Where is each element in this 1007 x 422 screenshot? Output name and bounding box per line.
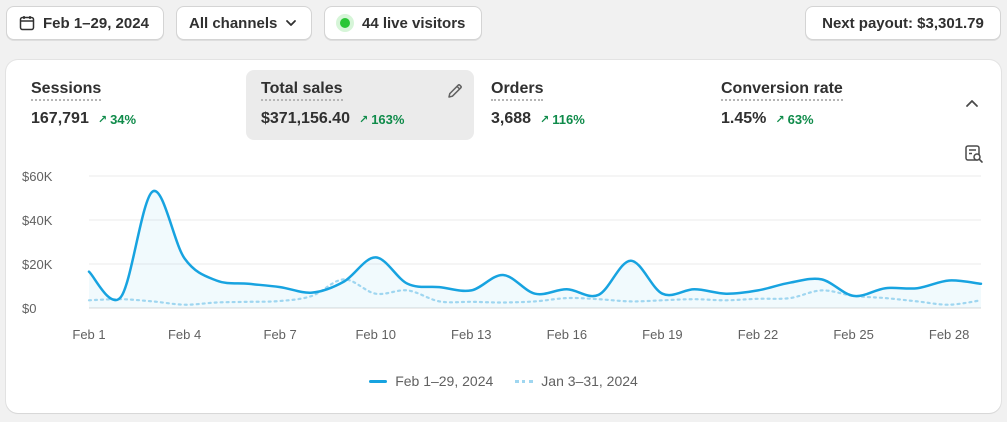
x-tick-label: Feb 28 [929,327,969,342]
legend-swatch-dotted [515,379,534,383]
calendar-icon [19,16,35,31]
metric-title: Conversion rate [721,80,843,101]
y-tick-label: $40K [22,213,53,228]
trend-up-icon: ↗ [97,114,108,126]
metric-change: ↗ 163% [359,112,404,127]
next-payout-button[interactable]: Next payout: $3,301.79 [805,6,1001,40]
live-dot-icon [340,18,350,28]
metric-value: 1.45% [721,110,767,127]
legend-swatch-solid [369,379,388,383]
metric-orders[interactable]: Orders 3,688 ↗ 116% [476,70,704,140]
metric-change: ↗ 116% [540,112,585,127]
y-tick-label: $20K [22,257,53,272]
x-tick-label: Feb 1 [72,327,105,342]
metric-change: ↗ 34% [98,112,136,127]
report-icon[interactable] [964,144,984,164]
x-tick-label: Feb 22 [738,327,778,342]
x-tick-label: Feb 13 [451,327,491,342]
series-line-current [87,190,983,302]
live-visitors-button[interactable]: 44 live visitors [324,6,482,40]
metric-value: 167,791 [31,110,89,127]
y-tick-label: $60K [22,169,53,184]
legend-label: Jan 3–31, 2024 [541,373,638,389]
metric-change-value: 116% [552,112,585,127]
metric-change-value: 163% [371,112,405,127]
channels-label: All channels [189,14,278,32]
channels-dropdown[interactable]: All channels [176,6,312,40]
metric-title: Total sales [261,80,343,101]
x-tick-label: Feb 25 [833,327,873,342]
analytics-card: Sessions 167,791 ↗ 34% Total sales $371,… [6,60,1001,413]
metric-title: Orders [491,80,544,101]
legend-item-comparison[interactable]: Jan 3–31, 2024 [515,373,638,389]
metric-change: ↗ 63% [775,112,813,127]
series-area-current [89,190,981,308]
trend-up-icon: ↗ [540,114,550,126]
legend-label: Feb 1–29, 2024 [395,373,494,389]
chevron-down-icon [286,20,297,26]
metric-change-value: 34% [110,112,137,127]
chart-legend: Feb 1–29, 2024 Jan 3–31, 2024 [6,373,1001,389]
date-range-label: Feb 1–29, 2024 [43,14,149,32]
date-range-button[interactable]: Feb 1–29, 2024 [6,6,164,40]
trend-up-icon: ↗ [358,114,369,126]
x-tick-label: Feb 16 [547,327,587,342]
y-tick-label: $0 [22,301,36,316]
pencil-icon[interactable] [446,82,464,100]
live-visitors-label: 44 live visitors [362,14,466,32]
trend-up-icon: ↗ [775,114,785,126]
x-tick-label: Feb 10 [355,327,395,342]
metric-total-sales[interactable]: Total sales $371,156.40 ↗ 163% [246,70,474,140]
metric-value: $371,156.40 [261,110,350,127]
series-line-comparison [87,278,983,306]
metric-sessions[interactable]: Sessions 167,791 ↗ 34% [16,70,244,140]
payout-label: Next payout: $3,301.79 [822,14,984,32]
metric-change-value: 63% [787,112,814,127]
x-tick-label: Feb 7 [264,327,297,342]
x-tick-label: Feb 19 [642,327,682,342]
metric-value: 3,688 [491,110,532,127]
x-tick-label: Feb 4 [168,327,201,342]
metric-title: Sessions [31,80,102,101]
sales-chart: $0 $20K $40K $60K Feb 1 Feb 4 Feb 7 Feb 10 Feb 1… [22,169,983,342]
metric-conversion-rate[interactable]: Conversion rate 1.45% ↗ 63% [706,70,934,140]
chevron-up-icon[interactable] [964,96,980,112]
legend-item-current[interactable]: Feb 1–29, 2024 [369,373,493,389]
